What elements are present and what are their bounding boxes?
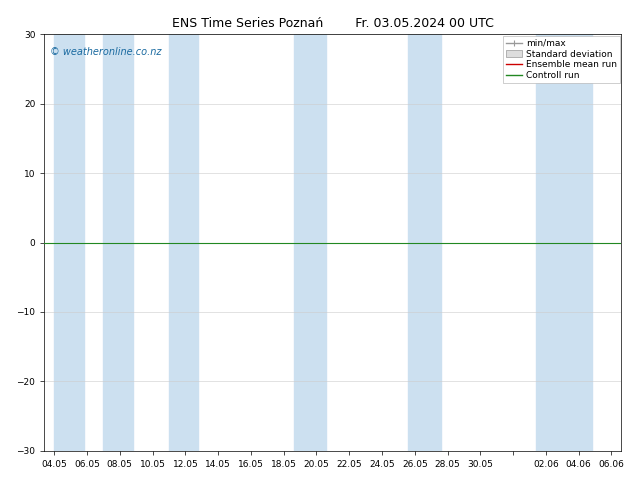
Bar bbox=[408, 34, 441, 451]
Bar bbox=[562, 34, 592, 451]
Bar bbox=[169, 34, 198, 451]
Title: ENS Time Series Poznań        Fr. 03.05.2024 00 UTC: ENS Time Series Poznań Fr. 03.05.2024 00… bbox=[172, 17, 494, 30]
Legend: min/max, Standard deviation, Ensemble mean run, Controll run: min/max, Standard deviation, Ensemble me… bbox=[503, 36, 619, 83]
Bar bbox=[294, 34, 327, 451]
Text: © weatheronline.co.nz: © weatheronline.co.nz bbox=[50, 47, 162, 57]
Bar bbox=[103, 34, 133, 451]
Bar bbox=[55, 34, 84, 451]
Bar bbox=[536, 34, 562, 451]
